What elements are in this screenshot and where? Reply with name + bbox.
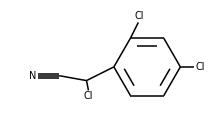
Text: Cl: Cl — [195, 62, 204, 72]
Text: Cl: Cl — [84, 91, 93, 101]
Text: N: N — [29, 71, 37, 81]
Text: Cl: Cl — [135, 12, 144, 21]
